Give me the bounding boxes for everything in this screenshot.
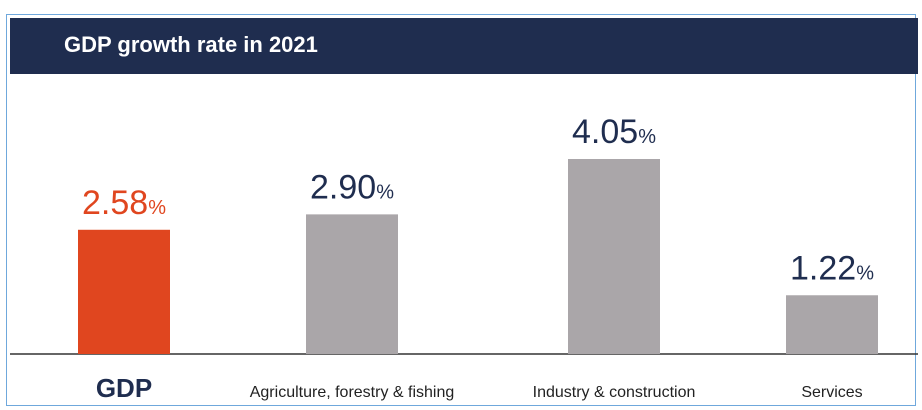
bar-2	[568, 159, 660, 354]
category-label-0: GDP	[96, 373, 152, 403]
data-label-1: 2.90%	[310, 168, 394, 206]
data-label-3: 1.22%	[790, 249, 874, 287]
data-label-0: 2.58%	[82, 184, 166, 222]
category-label-2: Industry & construction	[533, 384, 696, 401]
category-label-1: Agriculture, forestry & fishing	[250, 384, 455, 401]
bar-3	[786, 295, 878, 354]
chart-header: GDP growth rate in 2021	[10, 18, 918, 74]
category-label-3: Services	[801, 384, 862, 401]
data-label-2: 4.05%	[572, 113, 656, 151]
bar-1	[306, 214, 398, 354]
bar-0	[78, 229, 170, 354]
chart-title: GDP growth rate in 2021	[64, 32, 318, 57]
